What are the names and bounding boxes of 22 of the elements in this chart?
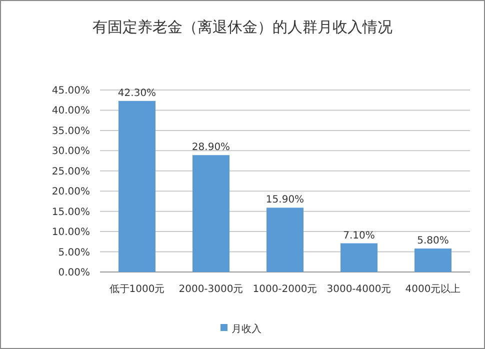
y-tick-label: 0.00% <box>58 268 90 278</box>
x-tick-label: 2000-3000元 <box>178 284 244 295</box>
legend-label: 月收入 <box>232 323 262 335</box>
y-tick-label: 40.00% <box>52 106 90 117</box>
y-tick-label: 30.00% <box>52 146 90 158</box>
y-tick-label: 5.00% <box>58 247 90 258</box>
title: 有固定养老金（离退休金）的人群月收入情况 <box>92 18 392 36</box>
y-tick-label: 10.00% <box>52 227 90 238</box>
y-tick-label: 20.00% <box>52 186 90 198</box>
data-label: 15.90% <box>266 194 304 206</box>
data-label: 42.30% <box>118 88 156 99</box>
data-label: 7.10% <box>343 230 375 242</box>
y-tick-label: 35.00% <box>52 126 90 137</box>
y-tick-label: 45.00% <box>52 86 90 96</box>
y-tick-label: 15.00% <box>52 206 90 218</box>
x-tick-label: 3000-4000元 <box>326 284 392 295</box>
data-label: 28.90% <box>192 142 230 154</box>
y-tick-label: 25.00% <box>52 166 90 178</box>
x-tick-label: 低于1000元 <box>109 284 165 295</box>
data-label: 5.80% <box>417 236 449 247</box>
x-tick-label: 1000-2000元 <box>252 284 318 295</box>
x-tick-label: 4000元以上 <box>405 283 461 295</box>
